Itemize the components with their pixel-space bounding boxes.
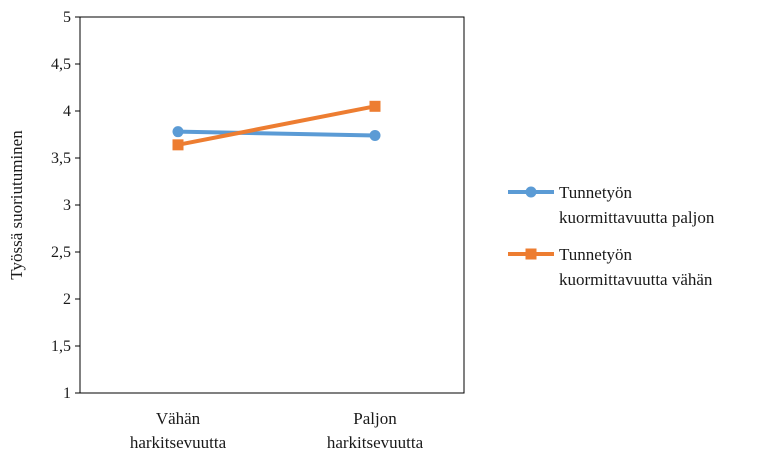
y-tick-label: 4	[63, 103, 71, 120]
data-point-marker	[172, 139, 184, 151]
legend-swatch-marker	[525, 248, 537, 260]
legend-label-line: kuormittavuutta vähän	[559, 270, 713, 289]
y-tick-label: 2,5	[51, 244, 71, 261]
legend-label-line: Tunnetyön	[559, 245, 633, 264]
x-category-label-line: harkitsevuutta	[130, 433, 227, 452]
x-category-label-line: Paljon	[353, 409, 397, 428]
legend-swatch-marker	[525, 186, 537, 198]
x-axis-categories: Vähän harkitsevuutta Paljon harkitsevuutta	[130, 409, 424, 452]
data-point-marker	[369, 100, 381, 112]
legend-label: Tunnetyön kuormittavuutta paljon	[559, 183, 715, 227]
y-tick-label: 5	[63, 9, 71, 26]
y-axis-ticks: 1 1,5 2 2,5 3 3,5 4 4,5 5	[51, 9, 80, 402]
y-tick-label: 1	[63, 385, 71, 402]
series-layer	[172, 100, 381, 151]
data-point-marker	[369, 129, 381, 141]
y-tick-label: 1,5	[51, 338, 71, 355]
x-category-label: Vähän harkitsevuutta	[130, 409, 227, 452]
legend-label: Tunnetyön kuormittavuutta vähän	[559, 245, 713, 289]
y-tick-label: 4,5	[51, 56, 71, 73]
x-category-label-line: harkitsevuutta	[327, 433, 424, 452]
x-category-label: Paljon harkitsevuutta	[327, 409, 424, 452]
y-tick-label: 3	[63, 197, 71, 214]
x-category-label-line: Vähän	[156, 409, 201, 428]
legend-label-line: kuormittavuutta paljon	[559, 208, 715, 227]
y-tick-label: 3,5	[51, 150, 71, 167]
series-line-2	[177, 104, 376, 147]
legend-label-line: Tunnetyön	[559, 183, 633, 202]
data-point-marker	[172, 126, 184, 138]
y-tick-label: 2	[63, 291, 71, 308]
series-line-1	[177, 129, 376, 138]
plot-area	[79, 16, 465, 394]
legend: Tunnetyön kuormittavuutta paljonTunnetyön…	[508, 183, 715, 289]
y-axis-label: Työssä suoriutuminen	[7, 130, 26, 280]
